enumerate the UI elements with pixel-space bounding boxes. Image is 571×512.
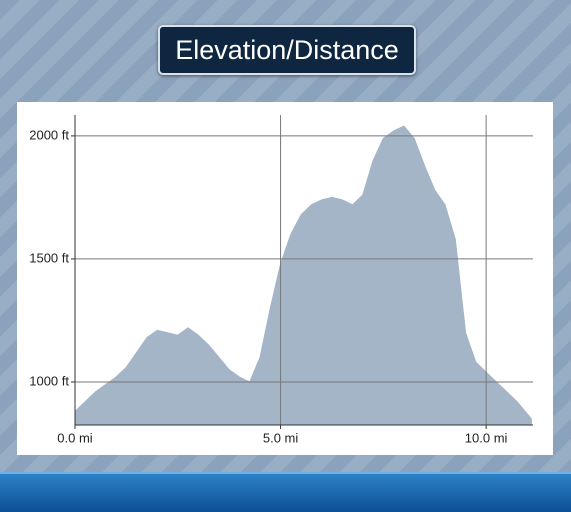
bottom-bar	[0, 472, 571, 512]
x-tick-label: 5.0 mi	[263, 430, 299, 445]
elevation-area	[74, 125, 532, 426]
y-tick-label: 1000 ft	[29, 373, 69, 388]
title-button: Elevation/Distance	[158, 25, 416, 75]
y-tick-label: 1500 ft	[29, 250, 69, 265]
x-tick-label: 10.0 mi	[465, 430, 508, 445]
x-tick-label: 0.0 mi	[57, 430, 93, 445]
y-tick-label: 2000 ft	[29, 127, 69, 142]
